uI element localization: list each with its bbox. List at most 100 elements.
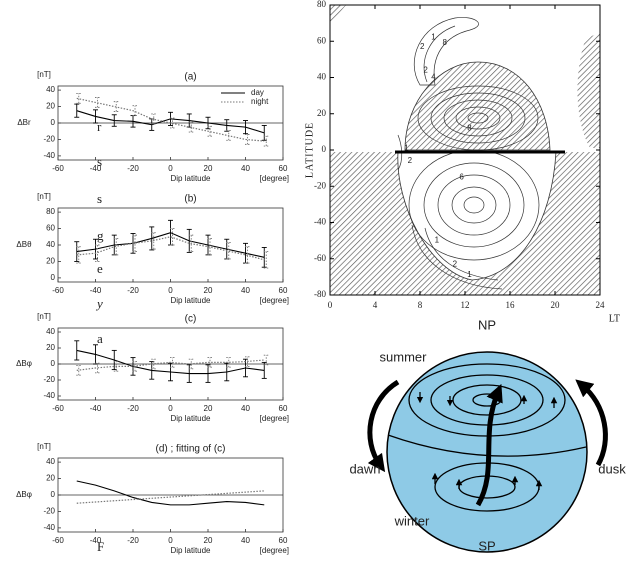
y-tick-label: -40: [43, 523, 55, 532]
y-tick-label: 20: [317, 108, 327, 118]
error-bar: [130, 357, 136, 376]
y-tick-label: 20: [46, 257, 55, 266]
error-bar: [111, 114, 117, 127]
text-fragment: s: [97, 191, 102, 206]
error-bar: [111, 349, 117, 371]
error-bar: [205, 364, 211, 383]
panel-title: (c): [185, 314, 197, 325]
error-bar: [263, 251, 269, 269]
x-tick-label: -40: [90, 404, 102, 413]
text-fragment: y: [95, 296, 103, 311]
y-tick-label: 0: [51, 490, 56, 499]
x-tick-label: 20: [204, 164, 213, 173]
x-tick-label: 60: [279, 404, 288, 413]
text-fragment: e: [97, 261, 103, 276]
y-tick-label: -40: [43, 391, 55, 400]
x-tick-label: 8: [418, 300, 423, 310]
error-bar: [188, 358, 194, 370]
y-unit: [nT]: [37, 192, 51, 201]
x-tick-label: 60: [279, 286, 288, 295]
x-tick-label: 0: [168, 536, 173, 545]
y-tick-label: 20: [46, 343, 55, 352]
x-tick-label: -40: [90, 536, 102, 545]
x-tick-label: -60: [52, 536, 64, 545]
contour-label: 1: [435, 236, 440, 245]
y-unit: [nT]: [37, 312, 51, 321]
contour-label: 8: [443, 38, 448, 47]
error-bar: [132, 105, 138, 117]
series-line: [76, 490, 265, 504]
error-bar: [226, 129, 232, 141]
x-tick-label: 60: [279, 536, 288, 545]
y-axis-label: ΔBr: [17, 118, 31, 127]
contour-label: 2: [453, 259, 458, 268]
error-bar: [151, 113, 157, 125]
x-tick-label: 4: [373, 300, 378, 310]
error-bar: [95, 362, 100, 374]
x-tick-label: -20: [127, 286, 139, 295]
error-bar: [245, 134, 250, 145]
error-bar: [170, 117, 175, 129]
x-tick-label: -20: [127, 404, 139, 413]
error-bar: [93, 109, 98, 124]
sphere-diagram: [367, 351, 608, 553]
panel-title: (a): [184, 72, 196, 83]
y-tick-label: -20: [43, 375, 55, 384]
error-bar: [245, 246, 250, 264]
error-bar: [170, 228, 175, 246]
error-bar: [226, 357, 232, 368]
y-tick-label: 60: [46, 224, 55, 233]
series-line: [76, 480, 265, 506]
x-tick-label: -40: [90, 286, 102, 295]
summer-label: summer: [380, 349, 428, 364]
error-bar: [207, 125, 213, 137]
x-axis-label: LT: [609, 313, 620, 324]
winter-label: winter: [394, 513, 430, 528]
y-tick-label: 40: [46, 457, 55, 466]
error-bar: [207, 357, 213, 368]
y-tick-label: 0: [51, 359, 56, 368]
contour-artwork: [330, 5, 600, 295]
x-tick-label: 20: [204, 286, 213, 295]
error-bar: [263, 135, 269, 147]
x-tick-label: 0: [168, 164, 173, 173]
error-bar: [93, 238, 98, 260]
y-tick-label: 40: [46, 327, 55, 336]
error-bar: [151, 358, 157, 370]
x-tick-label: 16: [506, 300, 516, 310]
x-tick-label: 40: [241, 536, 250, 545]
y-axis-label: ΔBφ: [16, 359, 32, 368]
error-bar: [207, 237, 213, 256]
dawn-label: dawn: [349, 461, 380, 476]
x-tick-label: 0: [168, 404, 173, 413]
x-axis-label: Dip latitude: [170, 296, 211, 305]
x-tick-label: -40: [90, 164, 102, 173]
series-line: [76, 236, 265, 261]
y-axis-label: ΔBθ: [16, 240, 32, 249]
y-tick-label: 40: [317, 72, 327, 82]
x-unit: [degree]: [260, 296, 289, 305]
error-bar: [188, 121, 194, 133]
error-bar: [170, 357, 175, 368]
x-tick-label: 20: [204, 404, 213, 413]
error-bar: [113, 237, 119, 256]
y-axis-label: LATITUDE: [304, 122, 315, 178]
y-axis-label: ΔBφ: [16, 490, 32, 499]
y-tick-label: 80: [317, 0, 327, 9]
y-tick-label: -60: [314, 253, 326, 263]
y-tick-label: -20: [314, 180, 326, 190]
legend-label: night: [251, 97, 269, 106]
error-bar: [95, 244, 100, 262]
x-tick-label: 40: [241, 286, 250, 295]
series-line: [76, 97, 265, 142]
x-tick-label: 12: [461, 300, 470, 310]
y-tick-label: 0: [51, 118, 56, 127]
y-tick-label: -40: [43, 151, 55, 160]
error-bar: [243, 120, 248, 135]
panel-title: (b): [184, 194, 196, 205]
y-unit: [nT]: [37, 70, 51, 79]
x-tick-label: -20: [127, 164, 139, 173]
text-fragment: r: [97, 119, 102, 134]
series-line: [76, 359, 265, 371]
error-bar: [263, 354, 269, 366]
